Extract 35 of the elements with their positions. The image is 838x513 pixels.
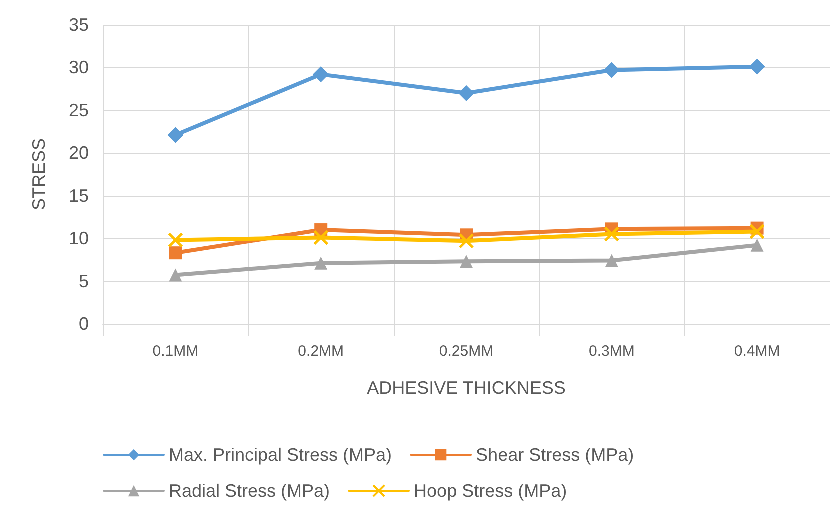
legend-label: Hoop Stress (MPa): [414, 481, 568, 501]
point: [460, 255, 473, 268]
point: [313, 230, 329, 246]
point: [169, 268, 182, 282]
point: [605, 254, 618, 268]
y-tick-label: 30: [68, 58, 89, 78]
x-tick-label: 0.25MM: [439, 343, 494, 360]
legend-label: Shear Stress (MPa): [476, 445, 634, 465]
y-tick-label: 35: [68, 15, 89, 35]
point: [604, 226, 620, 242]
legend-label: Radial Stress (MPa): [169, 481, 330, 501]
point: [168, 232, 184, 248]
y-tick-label: 5: [78, 271, 89, 292]
point: [604, 62, 620, 78]
point: [168, 127, 184, 144]
point: [750, 238, 764, 252]
y-tick-label: 0: [78, 314, 89, 334]
x-axis-title: ADHESIVE THICKNESS: [367, 378, 566, 398]
point: [314, 256, 328, 270]
y-tick-label: 25: [68, 100, 89, 120]
point: [458, 85, 474, 102]
x-tick-label: 0.1MM: [152, 343, 199, 360]
y-tick-label: 20: [68, 143, 89, 164]
point: [313, 66, 330, 83]
y-tick-label: 15: [68, 186, 89, 206]
x-tick-label: 0.4MM: [734, 343, 780, 360]
point: [750, 224, 766, 240]
point: [169, 246, 182, 260]
y-tick-label: 10: [68, 228, 89, 249]
point: [458, 233, 474, 249]
x-tick-label: 0.2MM: [298, 343, 344, 360]
point: [749, 58, 766, 75]
x-tick-label: 0.3MM: [588, 343, 635, 360]
y-axis-title: STRESS: [29, 138, 49, 211]
legend-label: Max. Principal Stress (MPa): [169, 445, 392, 465]
